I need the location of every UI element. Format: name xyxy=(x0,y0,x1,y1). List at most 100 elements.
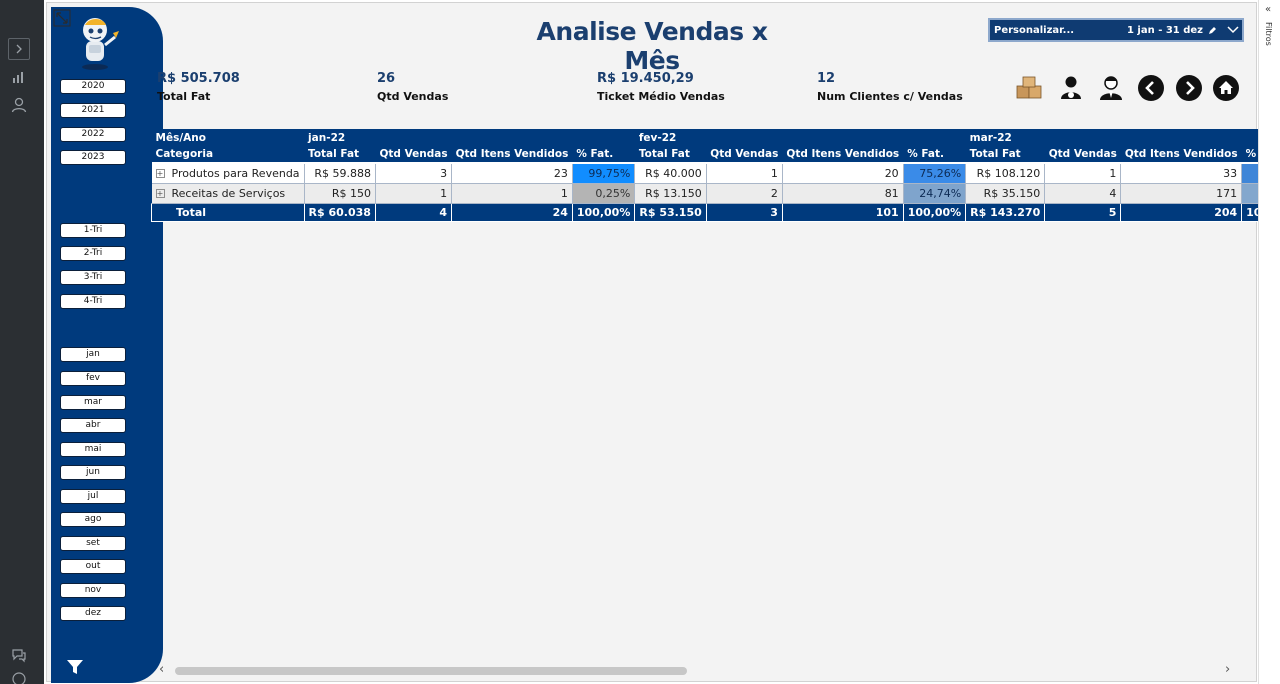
total-value-cell: 100,00% xyxy=(902,202,967,222)
person-icon xyxy=(11,97,27,113)
chevron-down-icon[interactable] xyxy=(1227,26,1239,34)
measure-header[interactable]: Qtd Itens Vendidos xyxy=(451,146,573,164)
month-button-jun[interactable]: jun xyxy=(60,465,126,480)
previous-page-button[interactable] xyxy=(1137,74,1165,102)
expand-row-icon[interactable]: + xyxy=(155,189,165,198)
month-button-mai[interactable]: mai xyxy=(60,442,126,457)
expand-nav-button[interactable] xyxy=(8,38,30,60)
report-canvas: 2020 2021 2022 2023 1-Tri 2-Tri 3-Tri 4-Tri ja… xyxy=(46,2,1280,683)
value-cell: 1 xyxy=(451,182,573,204)
period-header[interactable]: jan-22 xyxy=(304,129,635,146)
focus-mode-icon[interactable] xyxy=(53,9,71,27)
category-cell[interactable]: + Receitas de Serviços xyxy=(151,182,305,204)
products-page-button[interactable] xyxy=(1015,74,1043,102)
next-page-button[interactable] xyxy=(1175,74,1203,102)
year-button-2023[interactable]: 2023 xyxy=(60,150,126,165)
user-nav-button[interactable] xyxy=(8,94,30,116)
measure-header[interactable]: % Fat. xyxy=(903,146,966,164)
measure-header[interactable]: Qtd Vendas xyxy=(1044,146,1121,164)
date-range-slicer[interactable]: Personalizar... 1 jan - 31 dez xyxy=(988,18,1244,42)
quarter-button-2-tri[interactable]: 2-Tri xyxy=(60,246,126,261)
month-button-nov[interactable]: nov xyxy=(60,583,126,598)
measure-header[interactable]: Qtd Itens Vendidos xyxy=(782,146,904,164)
kpi-value: R$ 505.708 xyxy=(157,71,240,86)
kpi-label: Total Fat xyxy=(157,90,211,103)
table-row: + Receitas de Serviços R$ 150 1 1 0,25% R$ 13.… xyxy=(151,182,1280,204)
value-cell: 81 xyxy=(781,182,904,204)
bar-chart-icon xyxy=(13,72,23,83)
feedback-button[interactable] xyxy=(8,668,30,684)
slicer-range-value: 1 jan - 31 dez xyxy=(1126,24,1203,36)
category-cell[interactable]: + Produtos para Revenda xyxy=(151,162,305,184)
matrix-measure-header-row: Categoria Total Fat Qtd Vendas Qtd Itens V… xyxy=(151,146,1280,164)
measure-header[interactable]: Total Fat xyxy=(304,146,376,164)
home-icon xyxy=(1213,75,1239,101)
year-button-2022[interactable]: 2022 xyxy=(60,127,126,142)
filters-pane-label: Filtros xyxy=(1264,22,1273,46)
kpi-label: Ticket Médio Vendas xyxy=(597,90,725,103)
kpi-label: Num Clientes c/ Vendas xyxy=(817,90,963,103)
filter-funnel-icon[interactable] xyxy=(66,659,84,675)
value-cell: 1 xyxy=(1044,162,1122,184)
month-button-dez[interactable]: dez xyxy=(60,606,126,621)
total-value-cell: 3 xyxy=(705,202,783,222)
year-button-2021[interactable]: 2021 xyxy=(60,103,126,118)
month-button-ago[interactable]: ago xyxy=(60,512,126,527)
value-cell: 20 xyxy=(781,162,904,184)
month-button-abr[interactable]: abr xyxy=(60,418,126,433)
scroll-left-arrow[interactable]: ‹ xyxy=(159,662,165,677)
pct-fat-cell: 24,74% xyxy=(902,182,967,204)
quarter-button-3-tri[interactable]: 3-Tri xyxy=(60,270,126,285)
double-chevron-left-icon[interactable]: « xyxy=(1265,4,1272,15)
month-button-jul[interactable]: jul xyxy=(60,489,126,504)
period-header[interactable]: fev-22 xyxy=(634,129,966,146)
robot-mascot-logo xyxy=(82,18,119,70)
measure-header[interactable]: Qtd Vendas xyxy=(375,146,452,164)
finance-page-button[interactable] xyxy=(1057,74,1085,102)
matrix-period-header-row: Mês/Ano jan-22 fev-22 mar-22 xyxy=(151,129,1280,146)
total-value-cell: 204 xyxy=(1120,202,1243,222)
clients-page-button[interactable] xyxy=(1097,74,1125,102)
period-header[interactable]: mar-22 xyxy=(965,129,1280,146)
month-button-out[interactable]: out xyxy=(60,559,126,574)
money-person-icon xyxy=(1061,76,1081,99)
quarter-button-1-tri[interactable]: 1-Tri xyxy=(60,223,126,238)
year-button-2020[interactable]: 2020 xyxy=(60,79,126,94)
total-value-cell: R$ 60.038 xyxy=(303,202,376,222)
businessman-icon xyxy=(1100,76,1122,100)
value-cell: 3 xyxy=(374,162,453,184)
filters-pane-collapsed[interactable]: « Filtros xyxy=(1258,0,1280,684)
total-row: Total R$ 60.038 4 24 100,00% R$ 53.150 3 101 100… xyxy=(151,202,1280,222)
measure-header[interactable]: Qtd Itens Vendidos xyxy=(1120,146,1242,164)
kpi-ticket-medio: R$ 19.450,29 Ticket Médio Vendas xyxy=(597,71,725,103)
arrow-left-icon xyxy=(1138,75,1164,101)
pct-fat-cell: 0,25% xyxy=(571,182,636,204)
value-cell: R$ 108.120 xyxy=(965,162,1046,184)
kpi-label: Qtd Vendas xyxy=(377,90,449,103)
kpi-value: R$ 19.450,29 xyxy=(597,71,694,86)
month-button-mar[interactable]: mar xyxy=(60,395,126,410)
pct-fat-cell: 99,75% xyxy=(571,162,636,184)
month-button-set[interactable]: set xyxy=(60,536,126,551)
expand-row-icon[interactable]: + xyxy=(155,169,165,179)
total-value-cell: 24 xyxy=(451,202,573,222)
measure-header[interactable]: Qtd Vendas xyxy=(706,146,783,164)
sales-matrix-table: Mês/Ano jan-22 fev-22 mar-22 Categoria T… xyxy=(151,129,1280,222)
month-button-fev[interactable]: fev xyxy=(60,371,126,386)
chat-button[interactable] xyxy=(8,644,30,666)
pct-fat-cell: 75,26% xyxy=(902,162,967,184)
slicer-mode-label: Personalizar... xyxy=(994,24,1075,36)
month-button-jan[interactable]: jan xyxy=(60,347,126,362)
scroll-right-arrow[interactable]: › xyxy=(1225,662,1231,677)
pencil-icon xyxy=(1209,26,1216,34)
report-nav-button[interactable] xyxy=(8,66,30,88)
value-cell: 1 xyxy=(705,162,783,184)
quarter-button-4-tri[interactable]: 4-Tri xyxy=(60,294,126,309)
table-row: + Produtos para Revenda R$ 59.888 3 23 99,75%… xyxy=(151,162,1280,184)
horizontal-scrollbar[interactable] xyxy=(175,667,687,675)
home-page-button[interactable] xyxy=(1212,74,1240,102)
report-title: Analise Vendas x Mês xyxy=(536,17,768,75)
measure-header[interactable]: Total Fat xyxy=(965,146,1045,164)
measure-header[interactable]: Total Fat xyxy=(634,146,707,164)
measure-header[interactable]: % Fat. xyxy=(572,146,635,164)
